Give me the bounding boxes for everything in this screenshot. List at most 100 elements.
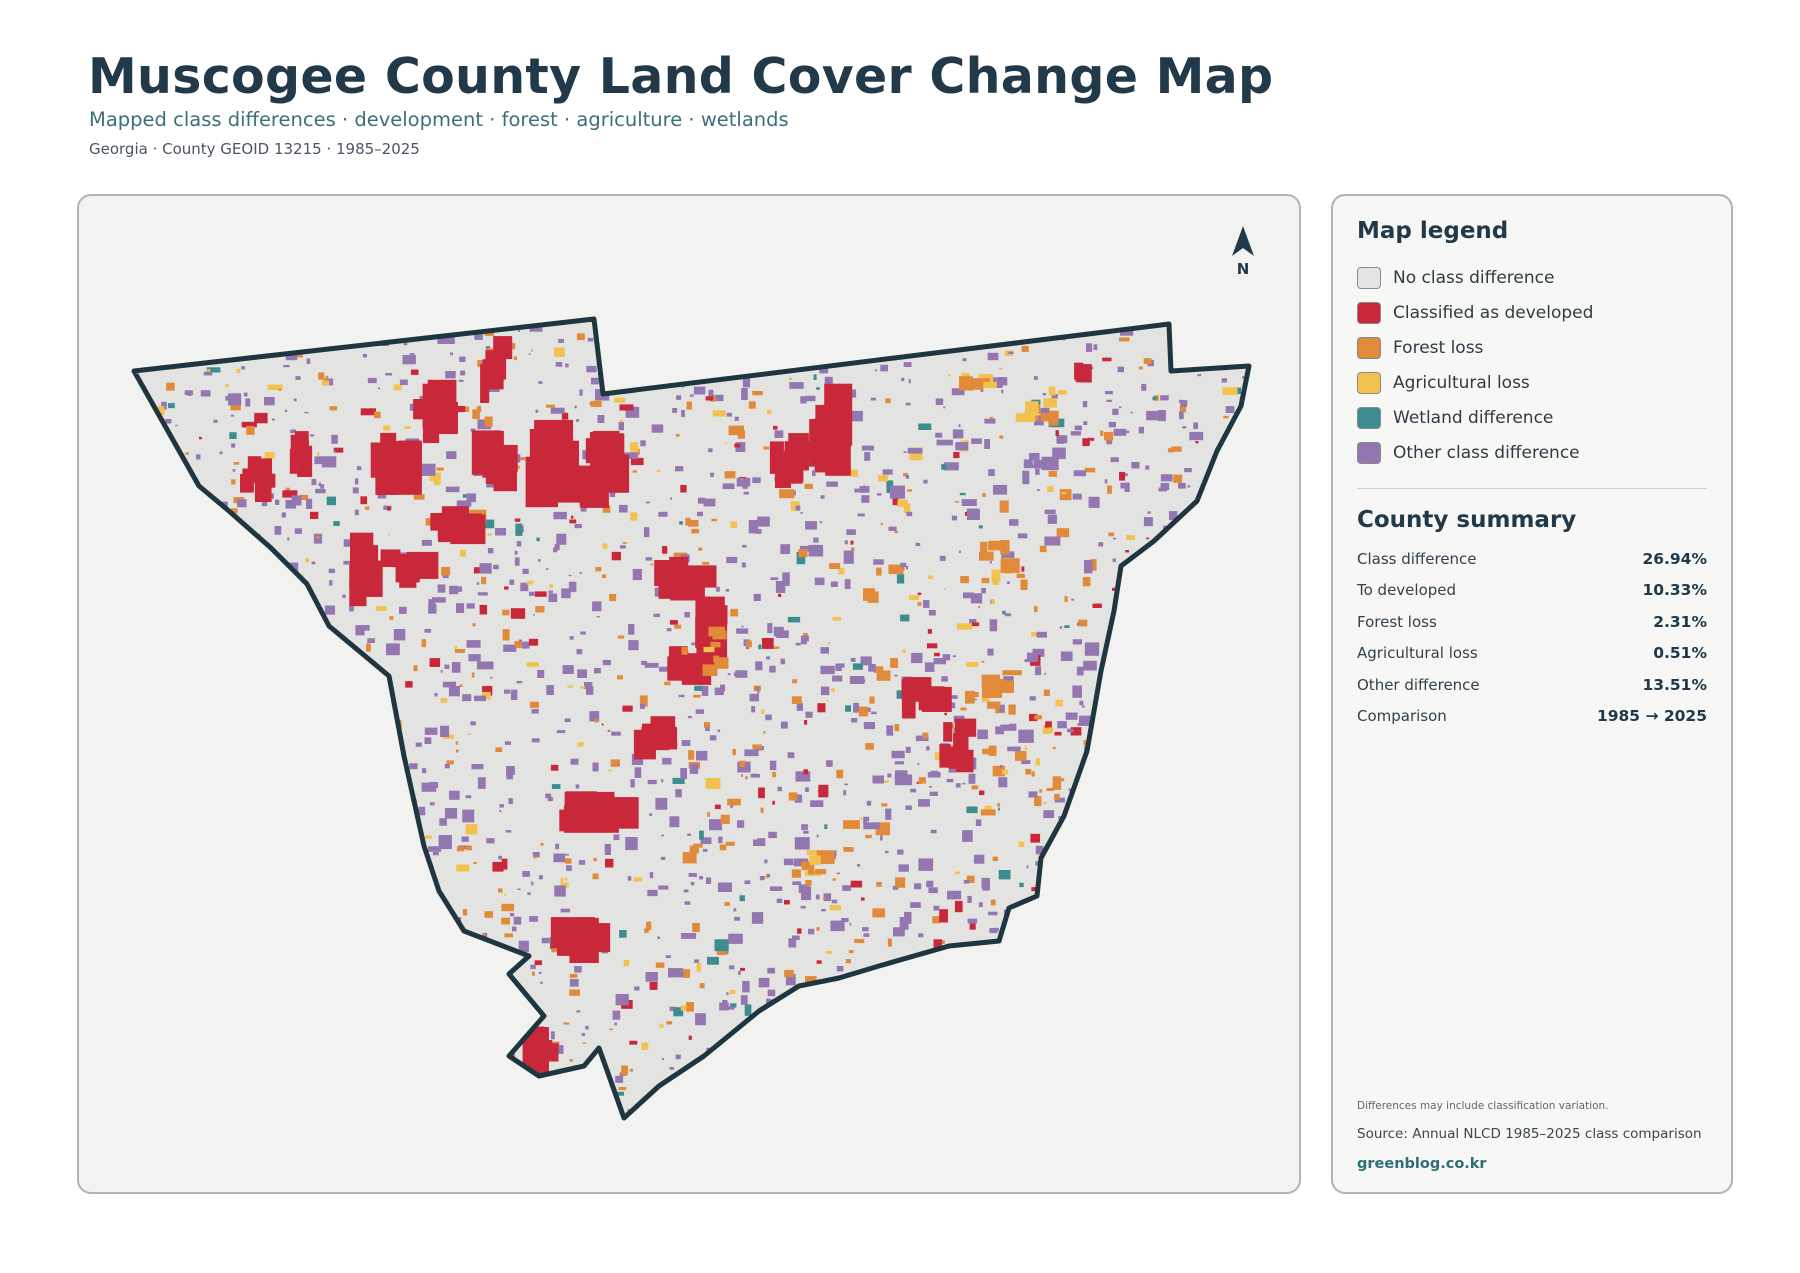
summary-table: Class difference 26.94% To developed 10.…	[1357, 543, 1707, 732]
change-patch	[445, 486, 460, 493]
change-patch	[881, 803, 888, 807]
change-patch	[741, 342, 745, 346]
change-patch	[163, 319, 166, 322]
change-patch	[1200, 520, 1214, 528]
change-patch	[1005, 1007, 1016, 1014]
change-patch	[199, 619, 214, 630]
change-patch	[285, 817, 294, 830]
change-patch	[894, 674, 898, 677]
change-patch	[1057, 778, 1065, 782]
change-patch	[459, 549, 467, 557]
change-patch	[328, 974, 332, 977]
change-patch	[795, 1043, 798, 1046]
change-patch	[818, 784, 829, 798]
change-patch	[832, 616, 842, 621]
county-map[interactable]	[79, 196, 1301, 1194]
change-patch	[538, 971, 542, 974]
change-patch	[1047, 727, 1054, 733]
change-patch	[1106, 438, 1113, 445]
change-patch	[255, 345, 258, 347]
change-patch	[979, 790, 985, 796]
change-patch	[843, 1072, 853, 1079]
change-patch	[393, 629, 406, 641]
change-patch	[701, 685, 709, 696]
change-patch	[1033, 376, 1038, 380]
brand-link[interactable]: greenblog.co.kr	[1357, 1156, 1487, 1172]
change-patch	[481, 933, 486, 936]
change-patch	[312, 1071, 319, 1078]
change-patch	[240, 966, 251, 971]
change-patch	[1177, 531, 1191, 539]
change-patch	[1224, 702, 1228, 707]
change-patch	[274, 526, 282, 535]
change-patch	[1082, 401, 1088, 408]
change-patch	[422, 768, 427, 774]
change-patch	[1171, 446, 1182, 452]
change-patch	[445, 986, 456, 993]
change-patch	[204, 799, 208, 802]
change-patch	[245, 1103, 249, 1106]
change-patch	[157, 498, 162, 502]
change-patch	[288, 746, 300, 754]
change-patch	[378, 387, 380, 390]
change-patch	[415, 742, 422, 747]
change-patch	[761, 709, 765, 714]
change-patch	[872, 908, 885, 918]
change-patch	[226, 1090, 239, 1097]
change-patch	[1136, 783, 1144, 795]
change-patch	[850, 880, 863, 888]
change-patch	[709, 819, 723, 831]
change-patch	[237, 705, 243, 710]
change-patch	[1169, 632, 1176, 636]
change-patch	[508, 798, 513, 805]
change-patch	[1198, 754, 1211, 765]
change-patch	[262, 753, 270, 763]
change-patch	[1008, 723, 1017, 731]
change-patch	[877, 493, 882, 496]
change-patch	[437, 584, 446, 593]
change-patch	[1070, 431, 1081, 436]
change-patch	[629, 1040, 638, 1045]
change-patch	[230, 834, 240, 846]
change-patch	[450, 352, 453, 356]
change-patch	[200, 817, 211, 825]
change-patch	[727, 673, 731, 676]
change-patch	[313, 533, 323, 544]
change-patch	[1066, 325, 1070, 329]
change-patch	[668, 333, 676, 341]
change-patch	[905, 1055, 917, 1061]
change-patch	[1077, 1112, 1084, 1118]
change-patch	[947, 890, 962, 900]
change-patch	[979, 997, 988, 1004]
change-patch	[711, 518, 717, 522]
change-patch	[1077, 1031, 1084, 1037]
change-patch	[380, 910, 386, 915]
change-patch	[1090, 559, 1097, 571]
change-patch	[744, 1004, 752, 1016]
change-patch	[230, 414, 234, 417]
change-patch	[894, 530, 899, 533]
change-patch	[744, 1065, 755, 1072]
change-patch	[961, 499, 977, 506]
change-patch	[309, 999, 316, 1012]
change-patch	[1119, 406, 1122, 409]
map-panel[interactable]: N	[77, 194, 1301, 1194]
change-patch	[381, 328, 389, 333]
change-patch	[715, 1109, 723, 1118]
change-patch	[161, 401, 167, 410]
change-patch	[175, 424, 178, 427]
change-patch	[530, 964, 536, 970]
change-patch	[831, 688, 835, 692]
change-patch	[664, 319, 668, 322]
change-patch	[189, 1006, 193, 1011]
change-patch	[922, 732, 929, 739]
change-patch	[857, 334, 864, 338]
change-patch	[915, 1046, 920, 1049]
change-patch	[576, 419, 580, 422]
change-patch	[1079, 700, 1083, 705]
change-patch	[294, 857, 305, 867]
forest-patch	[713, 655, 720, 663]
change-patch	[1218, 938, 1232, 947]
change-patch	[981, 660, 985, 663]
change-patch	[276, 922, 279, 927]
